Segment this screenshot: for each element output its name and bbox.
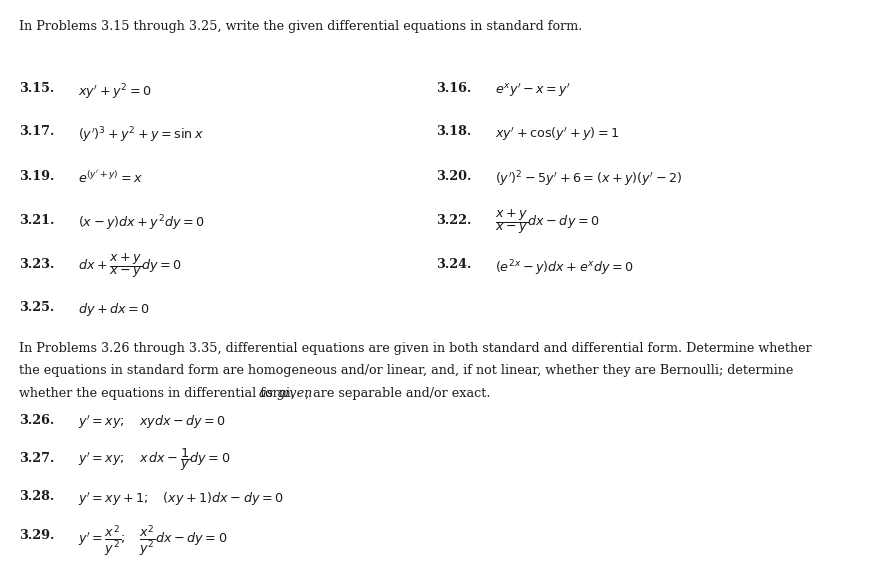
- Text: as given: as given: [259, 387, 313, 400]
- Text: $y' = xy;\quad xydx - dy = 0$: $y' = xy;\quad xydx - dy = 0$: [78, 414, 226, 431]
- Text: $(y')^2 - 5y' + 6 = (x + y)(y' - 2)$: $(y')^2 - 5y' + 6 = (x + y)(y' - 2)$: [495, 170, 683, 189]
- Text: In Problems 3.26 through 3.35, differential equations are given in both standard: In Problems 3.26 through 3.35, different…: [19, 342, 812, 355]
- Text: 3.24.: 3.24.: [436, 258, 471, 271]
- Text: 3.28.: 3.28.: [19, 490, 55, 503]
- Text: 3.15.: 3.15.: [19, 82, 55, 95]
- Text: 3.27.: 3.27.: [19, 452, 55, 465]
- Text: 3.25.: 3.25.: [19, 301, 55, 314]
- Text: $y' = xy + 1;\quad (xy + 1)dx - dy = 0$: $y' = xy + 1;\quad (xy + 1)dx - dy = 0$: [78, 490, 283, 508]
- Text: , are separable and/or exact.: , are separable and/or exact.: [305, 387, 491, 400]
- Text: $dy + dx = 0$: $dy + dx = 0$: [78, 301, 150, 318]
- Text: In Problems 3.15 through 3.25, write the given differential equations in standar: In Problems 3.15 through 3.25, write the…: [19, 20, 582, 33]
- Text: $e^xy' - x = y'$: $e^xy' - x = y'$: [495, 82, 572, 99]
- Text: 3.17.: 3.17.: [19, 125, 55, 138]
- Text: 3.20.: 3.20.: [436, 170, 471, 182]
- Text: $e^{(y'+y)} = x$: $e^{(y'+y)} = x$: [78, 170, 143, 186]
- Text: 3.21.: 3.21.: [19, 214, 55, 227]
- Text: $y' = \dfrac{x^2}{y^2};\quad \dfrac{x^2}{y^2}dx - dy = 0$: $y' = \dfrac{x^2}{y^2};\quad \dfrac{x^2}…: [78, 523, 227, 558]
- Text: 3.18.: 3.18.: [436, 125, 471, 138]
- Text: $y' = xy;\quad x\,dx - \dfrac{1}{y}dy = 0$: $y' = xy;\quad x\,dx - \dfrac{1}{y}dy = …: [78, 446, 230, 473]
- Text: $(e^{2x} - y)dx + e^xdy = 0$: $(e^{2x} - y)dx + e^xdy = 0$: [495, 258, 633, 278]
- Text: 3.26.: 3.26.: [19, 414, 55, 427]
- Text: $\dfrac{x+y}{x-y}dx - dy = 0$: $\dfrac{x+y}{x-y}dx - dy = 0$: [495, 207, 600, 236]
- Text: $xy' + y^2 = 0$: $xy' + y^2 = 0$: [78, 82, 151, 102]
- Text: whether the equations in differential form,: whether the equations in differential fo…: [19, 387, 300, 400]
- Text: 3.16.: 3.16.: [436, 82, 471, 95]
- Text: 3.23.: 3.23.: [19, 258, 55, 271]
- Text: $(y')^3 + y^2 + y = \sin x$: $(y')^3 + y^2 + y = \sin x$: [78, 125, 204, 145]
- Text: the equations in standard form are homogeneous and/or linear, and, if not linear: the equations in standard form are homog…: [19, 364, 794, 377]
- Text: $(x - y)dx + y^2dy = 0$: $(x - y)dx + y^2dy = 0$: [78, 214, 204, 233]
- Text: 3.29.: 3.29.: [19, 529, 55, 542]
- Text: 3.22.: 3.22.: [436, 214, 471, 227]
- Text: $dx + \dfrac{x+y}{x-y}dy = 0$: $dx + \dfrac{x+y}{x-y}dy = 0$: [78, 251, 181, 280]
- Text: $xy' + \cos(y' + y) = 1$: $xy' + \cos(y' + y) = 1$: [495, 125, 619, 143]
- Text: 3.19.: 3.19.: [19, 170, 55, 182]
